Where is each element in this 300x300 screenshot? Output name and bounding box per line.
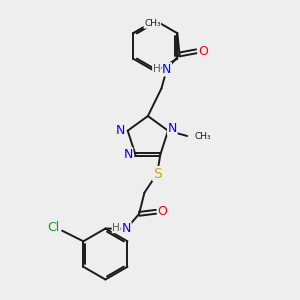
Text: Cl: Cl	[47, 221, 60, 234]
Text: N: N	[116, 124, 125, 137]
Text: CH₃: CH₃	[195, 131, 211, 140]
Text: N: N	[122, 222, 131, 235]
Text: H: H	[153, 64, 160, 74]
Text: N: N	[168, 122, 177, 135]
Text: O: O	[198, 45, 208, 58]
Text: S: S	[153, 167, 161, 181]
Text: O: O	[158, 205, 167, 218]
Text: N: N	[123, 148, 133, 161]
Text: N: N	[162, 63, 171, 76]
Text: CH₃: CH₃	[144, 19, 161, 28]
Text: H: H	[112, 223, 120, 233]
